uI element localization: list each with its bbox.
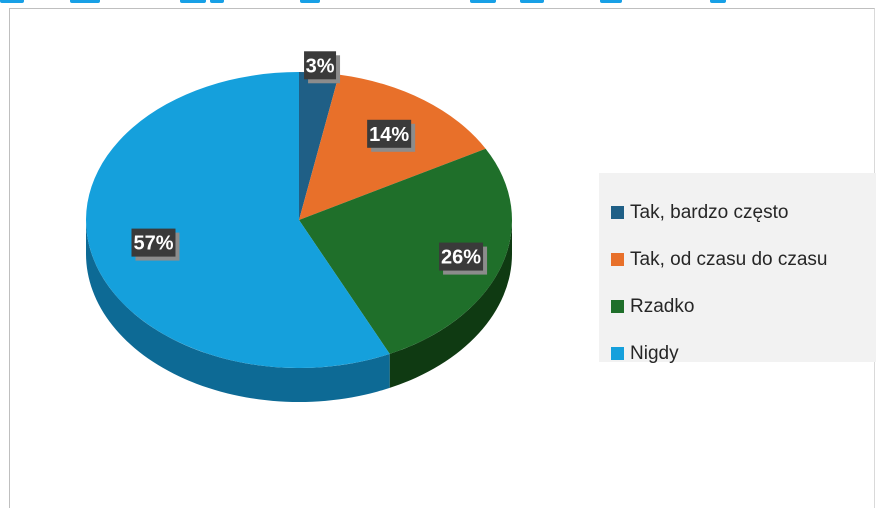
- pie-slice-side-rzadko: [389, 220, 512, 388]
- legend-label: Tak, bardzo często: [630, 201, 789, 223]
- chart-legend: Tak, bardzo często Tak, od czasu do czasu…: [599, 173, 876, 364]
- pie-slice-side-nigdy: [86, 220, 390, 402]
- pie-slice-nigdy: [85, 72, 390, 368]
- data-label-nigdy: 57%: [131, 228, 180, 261]
- legend-label: Tak, od czasu do czasu: [630, 248, 828, 270]
- data-label-tak-bardzo-cze-sto: 3%: [304, 51, 341, 84]
- legend-item-rzadko: Rzadko: [599, 283, 876, 330]
- legend-item-tak-od-czasu-do-czasu: Tak, od czasu do czasu: [599, 236, 876, 283]
- pie-chart: 3% 14% 26% 57%: [85, 51, 512, 402]
- pie-top-faces: [85, 72, 512, 368]
- pie-side-walls: [86, 220, 512, 402]
- legend-item-nigdy: Nigdy: [599, 330, 876, 377]
- data-label-rzadko: 26%: [439, 242, 488, 275]
- legend-label: Nigdy: [630, 342, 679, 364]
- legend-swatch: [611, 206, 624, 219]
- legend-swatch: [611, 300, 624, 313]
- pie-slice-rzadko: [299, 148, 512, 354]
- data-label-text: 26%: [441, 247, 481, 269]
- data-label-tak-od-czasu-do-czasu: 14%: [367, 119, 416, 152]
- chart-area: 3% 14% 26% 57% Tak, bardzo często Tak, od cz…: [9, 8, 876, 508]
- data-label-text: 3%: [306, 55, 335, 77]
- legend-swatch: [611, 347, 624, 360]
- top-decorative-strip: [0, 0, 876, 6]
- data-labels: 3% 14% 26% 57%: [131, 51, 488, 275]
- legend-label: Rzadko: [630, 295, 695, 317]
- legend-swatch: [611, 253, 624, 266]
- data-label-text: 14%: [369, 124, 409, 146]
- legend-item-tak-bardzo-cze-sto: Tak, bardzo często: [599, 189, 876, 236]
- data-label-text: 57%: [133, 233, 173, 255]
- pie-slice-tak-bardzo-cze-sto: [299, 72, 339, 220]
